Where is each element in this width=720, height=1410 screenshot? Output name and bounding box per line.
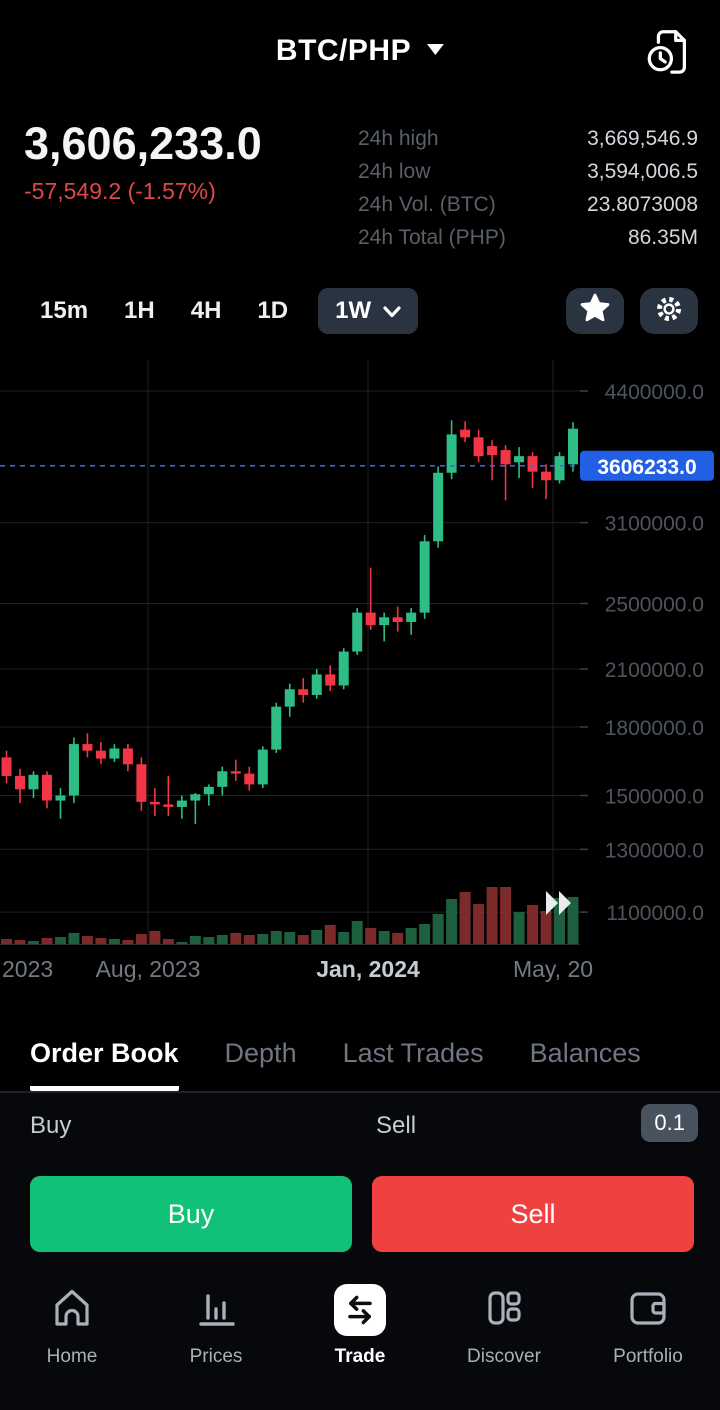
timeframe-button-4h[interactable]: 4H	[190, 297, 222, 324]
timeframe-dropdown[interactable]: 1W	[318, 288, 419, 334]
timeframe-list: 15m 1H 4H 1D	[22, 297, 306, 325]
chart-toolbar: 15m 1H 4H 1D 1W	[0, 283, 720, 339]
svg-text:1500000.0: 1500000.0	[605, 786, 704, 809]
amount-step-badge[interactable]: 0.1	[641, 1104, 698, 1142]
buy-button[interactable]: Buy	[30, 1176, 352, 1252]
svg-text:1100000.0: 1100000.0	[606, 902, 704, 925]
tab-depth[interactable]: Depth	[224, 1038, 297, 1068]
stat-row: 24h low 3,594,006.5	[358, 155, 698, 188]
svg-text:2023: 2023	[2, 956, 53, 982]
order-history-button[interactable]	[644, 24, 694, 76]
nav-label: Portfolio	[613, 1346, 683, 1367]
stat-label: 24h Total (PHP)	[358, 225, 506, 249]
trade-icon	[334, 1284, 386, 1336]
page-title: BTC/PHP	[275, 34, 412, 67]
favorite-button[interactable]	[566, 288, 624, 334]
stat-value: 3,669,546.9	[587, 126, 698, 150]
stat-label: 24h low	[358, 159, 431, 183]
portfolio-icon	[624, 1284, 672, 1337]
header: BTC/PHP	[0, 0, 720, 100]
tabs-divider	[0, 1091, 720, 1093]
last-price: 3,606,233.0	[24, 118, 262, 169]
nav-label: Discover	[467, 1346, 541, 1367]
chevron-down-icon	[383, 297, 401, 325]
svg-text:Aug, 2023: Aug, 2023	[96, 956, 201, 982]
nav-item-home[interactable]: Home	[0, 1284, 144, 1368]
prices-icon	[192, 1284, 240, 1337]
timeframe-button-1h[interactable]: 1H	[124, 297, 155, 324]
stat-label: 24h high	[358, 126, 439, 150]
nav-item-trade[interactable]: Trade	[288, 1284, 432, 1368]
svg-text:4400000.0: 4400000.0	[605, 381, 704, 404]
bottom-nav: Home Prices Trade Discover Portfolio	[0, 1284, 720, 1368]
pair-selector[interactable]: BTC/PHP	[275, 34, 445, 68]
stat-label: 24h Vol. (BTC)	[358, 192, 496, 216]
svg-text:Jan, 2024: Jan, 2024	[316, 956, 420, 982]
chevron-down-triangle-icon	[427, 42, 445, 60]
sell-column-label: Sell	[376, 1112, 417, 1139]
stat-value: 23.8073008	[587, 192, 698, 216]
svg-text:2500000.0: 2500000.0	[605, 594, 704, 617]
buy-column-label: Buy	[30, 1112, 72, 1139]
discover-icon	[480, 1284, 528, 1337]
stat-row: 24h high 3,669,546.9	[358, 122, 698, 155]
svg-text:2100000.0: 2100000.0	[605, 659, 704, 682]
star-icon	[578, 292, 612, 330]
svg-text:1800000.0: 1800000.0	[605, 717, 704, 740]
stats-24h: 24h high 3,669,546.9 24h low 3,594,006.5 24h…	[358, 122, 698, 254]
svg-text:May, 20: May, 20	[513, 956, 593, 982]
price-change: -57,549.2 (-1.57%)	[24, 178, 216, 204]
chart-settings-button[interactable]	[640, 288, 698, 334]
tab-order-book[interactable]: Order Book	[30, 1038, 179, 1091]
candlestick-chart[interactable]: 4400000.0 3100000.0 2500000.0 2100000.0 1800…	[0, 360, 720, 990]
nav-label: Prices	[189, 1346, 243, 1367]
nav-item-discover[interactable]: Discover	[432, 1284, 576, 1368]
order-book-header-row: Buy Sell 0.1	[0, 1100, 720, 1152]
sell-button[interactable]: Sell	[372, 1176, 694, 1252]
panel-tabs: Order Book Depth Last Trades Balances	[30, 1015, 720, 1091]
gear-icon	[652, 292, 686, 331]
tab-balances[interactable]: Balances	[529, 1038, 641, 1068]
timeframe-button-15m[interactable]: 15m	[40, 297, 89, 324]
stat-value: 3,594,006.5	[587, 159, 698, 183]
order-history-icon	[644, 30, 694, 80]
nav-label: Home	[46, 1346, 98, 1367]
nav-item-prices[interactable]: Prices	[144, 1284, 288, 1368]
nav-label: Trade	[334, 1346, 386, 1367]
stat-row: 24h Vol. (BTC) 23.8073008	[358, 188, 698, 221]
tab-last-trades[interactable]: Last Trades	[342, 1038, 484, 1068]
timeframe-button-1d[interactable]: 1D	[257, 297, 289, 324]
svg-text:3606233.0: 3606233.0	[597, 456, 696, 479]
home-icon	[48, 1284, 96, 1337]
svg-text:3100000.0: 3100000.0	[605, 513, 704, 536]
timeframe-selected: 1W	[335, 297, 372, 324]
svg-text:1300000.0: 1300000.0	[605, 839, 704, 862]
stat-value: 86.35M	[627, 225, 698, 249]
stat-row: 24h Total (PHP) 86.35M	[358, 221, 698, 254]
nav-item-portfolio[interactable]: Portfolio	[576, 1284, 720, 1368]
